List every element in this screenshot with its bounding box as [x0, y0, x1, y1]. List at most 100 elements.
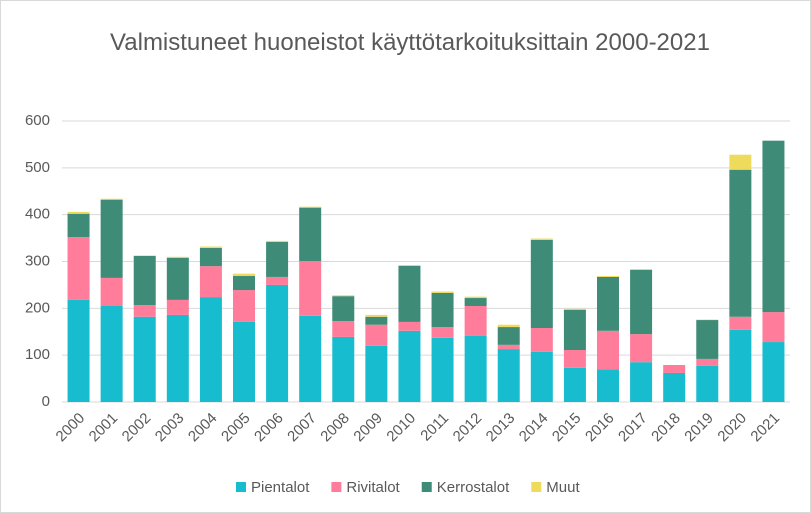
x-tick-label: 2017: [615, 410, 651, 446]
bar-segment: [365, 345, 388, 402]
bar-segment: [67, 211, 90, 214]
bar-segment: [530, 239, 553, 329]
x-tick-label: 2009: [350, 410, 386, 446]
x-tick-label: 2015: [549, 410, 585, 446]
legend-swatch: [421, 482, 432, 492]
bar-segment: [67, 299, 90, 402]
bar-segment: [497, 327, 520, 345]
bar-segment: [233, 321, 255, 402]
x-tick-label: 2021: [747, 410, 783, 446]
x-tick-label: 2011: [417, 410, 452, 445]
bar-segment: [530, 238, 553, 240]
bar-segment: [332, 295, 355, 297]
bar-segment: [530, 328, 553, 352]
bar-segment: [497, 324, 520, 328]
bar-segment: [630, 268, 653, 270]
bar-segment: [729, 154, 752, 170]
bar-segment: [166, 299, 189, 315]
x-tick-label: 2010: [383, 410, 419, 446]
bar-segment: [266, 276, 289, 285]
bar-segment: [133, 255, 156, 306]
bar-segment: [398, 321, 421, 331]
bar-segment: [100, 198, 123, 200]
bar-segment: [332, 336, 355, 402]
bar-segment: [67, 213, 90, 238]
bar-segment: [563, 309, 586, 351]
bar-segment: [332, 296, 355, 321]
x-tick-label: 2007: [284, 410, 320, 446]
bar-segment: [299, 206, 322, 208]
bar-segment: [762, 312, 785, 343]
bar-segment: [100, 199, 123, 278]
bar-segment: [233, 276, 255, 291]
bar-segment: [67, 237, 90, 300]
bar-segment: [166, 314, 189, 402]
y-tick-label: 0: [42, 393, 50, 410]
bar-segment: [100, 277, 123, 306]
bar-segment: [431, 337, 454, 402]
bar-segment: [332, 320, 355, 337]
bar-segment: [166, 257, 189, 300]
bar-segment: [266, 241, 289, 277]
x-tick-label: 2012: [450, 410, 486, 446]
bar-segment: [299, 315, 322, 402]
x-tick-label: 2014: [516, 410, 552, 446]
bar-segment: [497, 349, 520, 402]
x-tick-label: 2001: [86, 410, 122, 446]
bar-segment: [597, 369, 619, 402]
bar-segment: [464, 296, 487, 299]
bar-segment: [630, 334, 653, 363]
legend-label: Kerrostalot: [437, 479, 510, 496]
x-tick-label: 2006: [251, 410, 287, 446]
bar-segment: [431, 292, 454, 328]
bar-segment: [199, 266, 222, 298]
bar-segment: [299, 261, 322, 316]
bar-segment: [762, 342, 785, 402]
x-tick-label: 2008: [317, 410, 353, 446]
bar-segment: [199, 297, 222, 402]
bar-segment: [630, 362, 653, 402]
x-tick-label: 2002: [119, 410, 155, 446]
bar-segment: [563, 350, 586, 368]
bar-segment: [729, 169, 752, 317]
y-tick-label: 600: [25, 112, 50, 129]
bar-segment: [266, 284, 289, 402]
bar-segment: [729, 316, 752, 330]
bar-segment: [530, 351, 553, 402]
bar-segment: [233, 290, 255, 322]
bar-segment: [365, 316, 388, 325]
bar-segment: [299, 207, 322, 262]
x-tick-label: 2000: [53, 410, 89, 446]
legend-label: Rivitalot: [346, 479, 400, 496]
bar-segment: [133, 316, 156, 402]
bar-segment: [663, 372, 686, 402]
bar-segment: [464, 305, 487, 336]
x-tick-label: 2013: [483, 410, 519, 446]
bar-segment: [365, 314, 388, 317]
bar-segment: [696, 320, 719, 359]
bar-segment: [464, 335, 487, 402]
bar-segment: [431, 327, 454, 338]
bar-segment: [233, 273, 255, 277]
bar-segment: [597, 276, 619, 277]
bar-segment: [464, 298, 487, 306]
y-tick-label: 300: [25, 252, 50, 269]
x-tick-label: 2020: [714, 410, 750, 446]
bar-segment: [199, 247, 222, 267]
bar-segment: [431, 291, 454, 293]
chart-title: Valmistuneet huoneistot käyttötarkoituks…: [110, 29, 710, 56]
x-tick-label: 2004: [185, 410, 221, 446]
bar-segment: [100, 305, 123, 402]
bar-segment: [597, 276, 619, 331]
y-tick-label: 400: [25, 206, 50, 223]
legend-label: Pientalot: [251, 479, 310, 496]
bar-segment: [398, 330, 421, 402]
legend-swatch: [331, 482, 342, 492]
x-tick-label: 2003: [152, 410, 188, 446]
y-tick-label: 100: [25, 346, 50, 363]
y-tick-label: 500: [25, 159, 50, 176]
bar-segment: [696, 365, 719, 402]
bar-segment: [630, 269, 653, 335]
x-tick-label: 2016: [582, 410, 618, 446]
